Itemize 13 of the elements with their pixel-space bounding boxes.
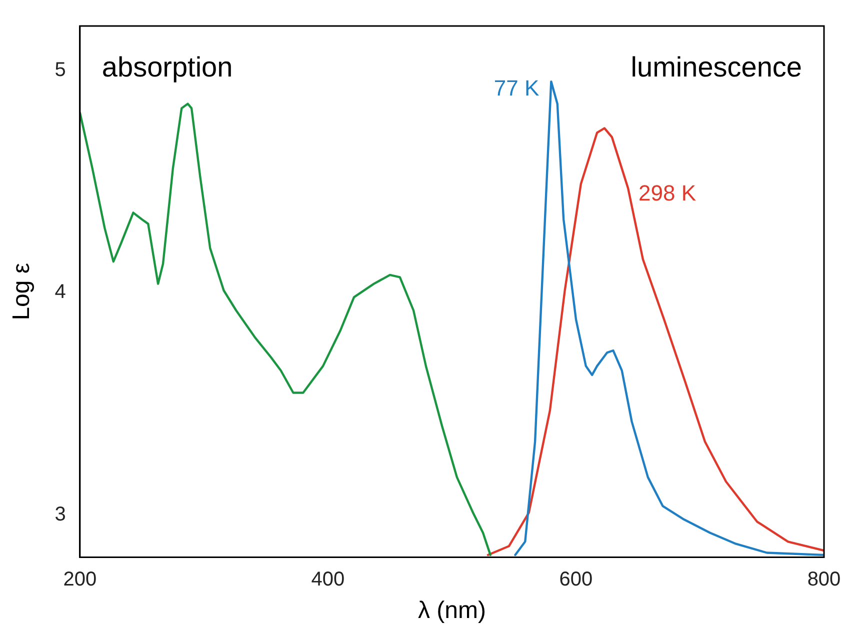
x-tick-label: 200 [63, 568, 97, 591]
y-axis-title: Log ε [8, 262, 36, 320]
y-tick-label: 4 [54, 281, 66, 304]
x-tick-label: 600 [559, 568, 593, 591]
x-axis-title: λ (nm) [418, 597, 486, 624]
series-label: 77 K [494, 76, 540, 101]
annotation: absorption [102, 52, 233, 83]
y-tick-label: 3 [54, 503, 66, 526]
x-tick-label: 800 [807, 568, 841, 591]
annotation: luminescence [630, 52, 802, 83]
series-label: 298 K [638, 180, 696, 206]
y-tick-label: 5 [54, 58, 66, 81]
x-tick-label: 400 [311, 568, 345, 591]
